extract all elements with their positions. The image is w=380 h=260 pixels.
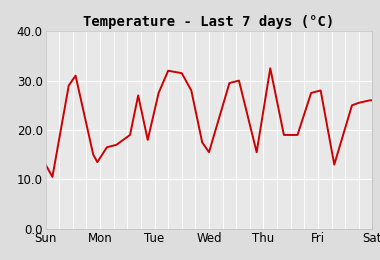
Title: Temperature - Last 7 days (°C): Temperature - Last 7 days (°C) [83, 15, 335, 29]
